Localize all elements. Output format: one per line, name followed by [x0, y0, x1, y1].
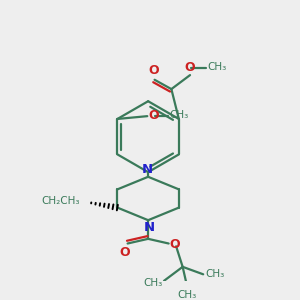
Text: CH₃: CH₃: [170, 110, 189, 120]
Text: CH₂CH₃: CH₂CH₃: [41, 196, 80, 206]
Text: N: N: [142, 163, 153, 176]
Text: O: O: [148, 109, 159, 122]
Text: O: O: [185, 61, 195, 74]
Text: CH₃: CH₃: [178, 290, 197, 300]
Text: CH₃: CH₃: [143, 278, 162, 288]
Text: N: N: [143, 221, 155, 234]
Text: CH₃: CH₃: [208, 62, 227, 72]
Text: O: O: [169, 238, 180, 251]
Text: CH₃: CH₃: [205, 269, 224, 279]
Text: O: O: [148, 64, 159, 77]
Text: O: O: [119, 246, 130, 259]
